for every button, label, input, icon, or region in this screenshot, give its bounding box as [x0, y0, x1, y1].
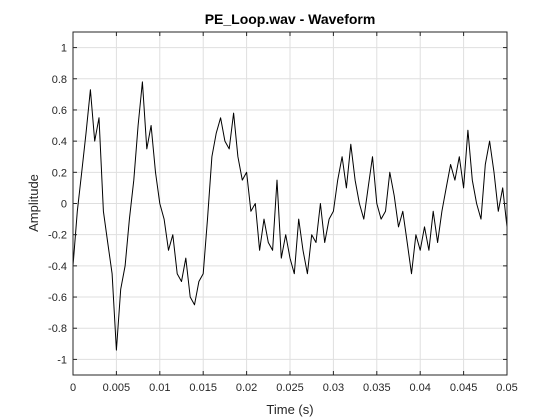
- x-tick-label: 0.025: [276, 382, 304, 394]
- x-tick-label: 0.035: [363, 382, 391, 394]
- waveform-line: [72, 81, 508, 351]
- axis-ticks: [72, 32, 508, 375]
- y-tick-label: -0.6: [48, 292, 67, 304]
- y-tick-label: 0.8: [52, 74, 67, 86]
- x-tick-label: 0: [70, 382, 76, 394]
- y-tick-label: 0.4: [52, 136, 67, 148]
- y-tick-label: 0: [61, 199, 67, 211]
- y-tick-label: -0.8: [48, 323, 67, 335]
- chart-title: PE_Loop.wav - Waveform: [205, 11, 376, 27]
- x-tick-labels: 0 0.005 0.01 0.015 0.02 0.025 0.03 0.035 0.04 0.0…: [70, 382, 518, 394]
- y-tick-label: 1: [61, 43, 67, 55]
- x-tick-label: 0.005: [103, 382, 131, 394]
- x-tick-label: 0.05: [496, 382, 517, 394]
- y-tick-label: -0.2: [48, 230, 67, 242]
- x-axis-label: Time (s): [266, 402, 313, 417]
- y-tick-label: 0.6: [52, 105, 67, 117]
- x-tick-label: 0.015: [189, 382, 217, 394]
- series-layer: [72, 81, 508, 351]
- x-tick-label: 0.01: [149, 382, 170, 394]
- y-axis-label: Amplitude: [26, 174, 41, 232]
- x-tick-label: 0.045: [450, 382, 478, 394]
- y-tick-labels: -1 -0.8 -0.6 -0.4 -0.2 0 0.2 0.4 0.6 0.8 1: [48, 43, 67, 367]
- y-tick-label: -1: [57, 354, 67, 366]
- y-tick-label: 0.2: [52, 167, 67, 179]
- x-tick-label: 0.02: [236, 382, 257, 394]
- x-tick-label: 0.03: [323, 382, 344, 394]
- y-tick-label: -0.4: [48, 261, 67, 273]
- x-tick-label: 0.04: [409, 382, 430, 394]
